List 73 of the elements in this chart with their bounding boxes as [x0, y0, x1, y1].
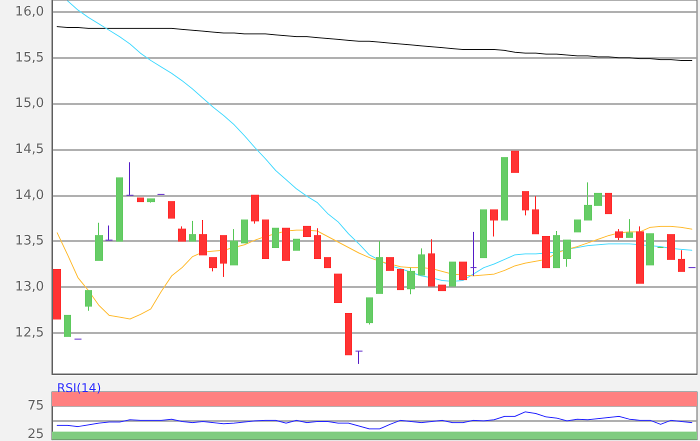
- candlestick: [646, 233, 654, 266]
- candlestick: [615, 228, 623, 241]
- candlestick: [334, 274, 342, 303]
- candlestick: [490, 209, 498, 237]
- y-tick-label: 15,0: [15, 96, 44, 112]
- y-tick-label: 14,5: [15, 142, 44, 157]
- y-tick-label: 16,0: [15, 4, 44, 20]
- candlestick: [178, 226, 186, 242]
- candlestick: [542, 236, 550, 268]
- line-series: [67, 0, 692, 282]
- candlestick: [667, 234, 675, 260]
- candlestick: [64, 314, 71, 337]
- candlestick: [355, 350, 363, 364]
- candlestick: [376, 240, 383, 294]
- candlestick: [397, 269, 404, 290]
- candlestick: [95, 222, 103, 261]
- candlestick: [262, 220, 269, 259]
- candlestick: [553, 230, 560, 268]
- chart-title: RSI(14): [57, 381, 102, 395]
- candlestick: [438, 284, 446, 292]
- candlestick: [168, 201, 175, 219]
- candlestick: [241, 220, 248, 244]
- candlestick: [407, 267, 415, 295]
- candlestick: [126, 162, 134, 196]
- candlestick: [230, 228, 238, 266]
- candlestick: [345, 313, 352, 356]
- candlestick: [366, 297, 373, 325]
- y-tick-label: 15,5: [15, 50, 44, 66]
- candlestick: [105, 225, 113, 241]
- candlestick: [584, 182, 592, 220]
- candlestick: [147, 198, 155, 204]
- candlestick: [324, 257, 331, 268]
- candlestick: [282, 228, 290, 261]
- candlestick: [511, 150, 519, 173]
- candlestick: [116, 177, 123, 242]
- line-series: [56, 26, 692, 61]
- candlestick: [220, 235, 227, 278]
- candlestick: [636, 226, 644, 284]
- y-tick-label: 75: [27, 398, 44, 414]
- candlestick: [199, 220, 207, 256]
- candlestick: [418, 248, 425, 276]
- candlestick: [209, 257, 217, 272]
- candlestick: [85, 290, 92, 312]
- candlestick: [386, 257, 394, 271]
- candlestick: [574, 220, 581, 232]
- candlestick: [626, 218, 633, 238]
- candlestick: [314, 228, 321, 259]
- line-series: [56, 226, 692, 320]
- y-tick-label: 14,0: [15, 188, 44, 203]
- candlestick: [480, 209, 487, 258]
- candlestick: [251, 194, 259, 224]
- candlestick: [605, 192, 612, 214]
- candlestick: [293, 238, 300, 251]
- candlestick: [53, 269, 61, 320]
- candlestick: [594, 192, 602, 206]
- candlestick: [563, 240, 571, 268]
- candlestick: [522, 191, 529, 216]
- candlestick: [428, 238, 435, 286]
- candlestick: [532, 196, 539, 234]
- candlestick: [272, 228, 279, 248]
- candlestick: [470, 231, 477, 276]
- candlestick: [449, 262, 456, 286]
- y-tick-label: 25: [27, 427, 44, 441]
- candlestick: [459, 262, 467, 280]
- y-tick-label: 13,0: [15, 279, 44, 294]
- y-tick-label: 12,5: [15, 325, 44, 340]
- candlestick: [501, 157, 508, 220]
- candlestick: [137, 198, 144, 202]
- candlestick: [189, 220, 196, 242]
- candlestick: [678, 250, 685, 272]
- y-tick-label: 13,5: [15, 234, 44, 249]
- candlestick: [303, 226, 311, 237]
- line-series: [56, 411, 692, 430]
